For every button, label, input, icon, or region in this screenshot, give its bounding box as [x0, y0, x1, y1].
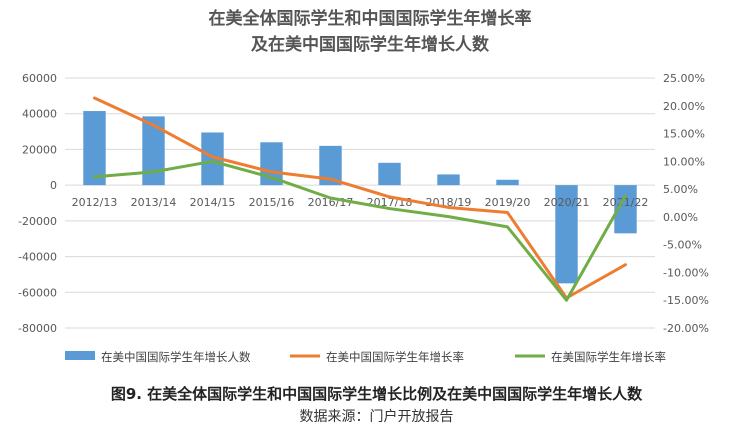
- x-tick-label: 2012/13: [72, 196, 118, 209]
- legend-label: 在美中国国际学生年增长人数: [101, 350, 251, 364]
- bar: [614, 185, 637, 234]
- right-tick-label: -10.00%: [663, 266, 709, 279]
- right-tick-label: 15.00%: [663, 128, 705, 141]
- chart-title-line2: 及在美中国国际学生年增长人数: [251, 34, 490, 55]
- chart-svg: 在美全体国际学生和中国国际学生年增长率 及在美中国国际学生年增长人数 60000…: [18, 8, 709, 364]
- left-tick-label: -80000: [18, 322, 57, 335]
- right-tick-label: 25.00%: [663, 72, 705, 85]
- left-tick-label: -40000: [18, 251, 57, 264]
- right-tick-label: 10.00%: [663, 155, 705, 168]
- right-tick-label: -20.00%: [663, 322, 709, 335]
- left-tick-label: 40000: [22, 108, 57, 121]
- left-tick-label: 0: [50, 179, 57, 192]
- left-tick-label: -60000: [18, 286, 57, 299]
- line-series: [93, 96, 627, 302]
- legend: 在美中国国际学生年增长人数 在美中国国际学生年增长率 在美国际学生年增长率: [65, 350, 666, 364]
- series-line: [93, 96, 627, 300]
- left-tick-label: 20000: [22, 143, 57, 156]
- bar: [555, 185, 578, 284]
- legend-label: 在美国际学生年增长率: [551, 350, 666, 364]
- x-tick-label: 2020/21: [544, 196, 590, 209]
- bar: [319, 145, 342, 186]
- data-source: 数据来源：门户开放报告: [299, 409, 454, 425]
- bar: [201, 132, 224, 186]
- x-axis-labels: 2012/13 2013/14 2014/15 2015/16 2016/17 2017/…: [72, 196, 649, 209]
- left-tick-label: -20000: [18, 215, 57, 228]
- left-tick-label: 60000: [22, 72, 57, 85]
- right-tick-label: 0.00%: [663, 211, 698, 224]
- x-tick-label: 2019/20: [485, 196, 531, 209]
- x-tick-label: 2013/14: [131, 196, 177, 209]
- x-tick-label: 2021/22: [603, 196, 649, 209]
- left-axis-ticks: 60000 40000 20000 0 -20000 -40000 -60000 -80000: [18, 72, 57, 335]
- bar: [496, 179, 519, 186]
- right-tick-label: -15.00%: [663, 294, 709, 307]
- bar: [142, 116, 165, 186]
- x-tick-label: 2015/16: [249, 196, 295, 209]
- right-axis-ticks: 25.00% 20.00% 15.00% 10.00% 5.00% 0.00% -5.00%…: [663, 72, 709, 335]
- figure-caption: 图9. 在美全体国际学生和中国国际学生增长比例及在美中国国际学生年增长人数: [110, 385, 643, 403]
- x-tick-label: 2014/15: [190, 196, 236, 209]
- bar: [437, 174, 460, 186]
- right-tick-label: 5.00%: [663, 183, 698, 196]
- chart-title-line1: 在美全体国际学生和中国国际学生年增长率: [209, 8, 532, 29]
- bar: [378, 162, 401, 186]
- bar-series: [83, 111, 637, 284]
- bar: [83, 111, 106, 186]
- right-tick-label: 20.00%: [663, 100, 705, 113]
- legend-swatch: [65, 351, 95, 360]
- series-line: [93, 159, 627, 302]
- legend-label: 在美中国国际学生年增长率: [326, 350, 464, 364]
- right-tick-label: -5.00%: [663, 239, 702, 252]
